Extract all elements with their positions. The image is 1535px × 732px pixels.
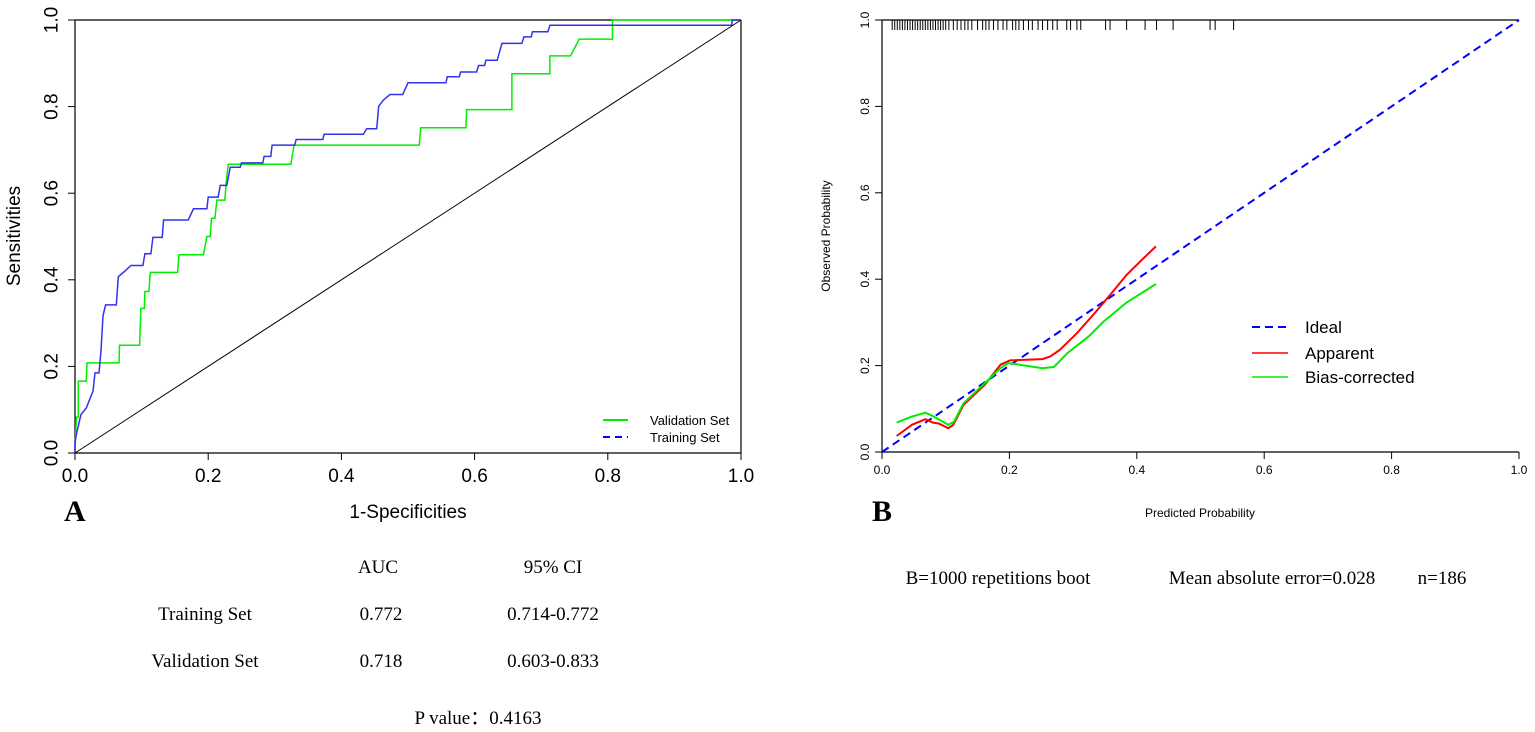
validation-set-line (74, 19, 741, 454)
legend-label-bias-corrected: Bias-corrected (1305, 368, 1415, 387)
y-tick-label: 1.0 (42, 7, 63, 33)
panel-b-legend: Ideal Apparent Bias-corrected (1252, 318, 1415, 387)
y-tick-label: 0.2 (858, 357, 872, 374)
n-text: n=186 (1418, 568, 1467, 589)
x-tick-label: 0.2 (1001, 463, 1018, 477)
row-training-label: Training Set (158, 604, 253, 625)
x-tick-label: 0.4 (328, 466, 355, 487)
x-tick-label: 0.8 (595, 466, 621, 487)
x-tick-label: 0.8 (1383, 463, 1400, 477)
calibration-footer: B=1000 repetitions boot Mean absolute er… (906, 568, 1467, 589)
panel-a-xlabel: 1-Specificities (349, 502, 466, 523)
y-tick-label: 0.4 (858, 271, 872, 288)
y-tick-label: 0.6 (858, 184, 872, 201)
row-training-ci: 0.714-0.772 (507, 604, 599, 625)
p-value: P value：0.4163 (414, 708, 541, 729)
y-tick-label: 0.6 (42, 180, 63, 206)
y-tick-label: 1.0 (858, 11, 872, 28)
x-tick-label: 0.6 (461, 466, 487, 487)
mae-text: Mean absolute error=0.028 (1169, 568, 1375, 589)
row-validation-auc: 0.718 (360, 651, 403, 672)
panel-a-roc: Sensitivities 1-Specificities A Validati… (4, 7, 754, 528)
panel-a-letter: A (64, 495, 86, 528)
reference-diagonal-line (74, 19, 742, 454)
x-tick-label: 0.4 (1128, 463, 1145, 477)
bias-corrected-line (896, 283, 1157, 426)
legend-label-ideal: Ideal (1305, 318, 1342, 337)
auc-header: AUC (358, 557, 398, 578)
ci-header: 95% CI (524, 557, 583, 578)
row-training-auc: 0.772 (360, 604, 403, 625)
auc-table: AUC 95% CI Training Set 0.772 0.714-0.77… (151, 557, 598, 729)
y-tick-label: 0.4 (42, 266, 63, 293)
panel-a-ylabel: Sensitivities (4, 186, 25, 286)
legend-label-validation: Validation Set (650, 413, 730, 428)
x-tick-label: 0.6 (1256, 463, 1273, 477)
panel-b-ylabel: Observed Probability (819, 180, 833, 291)
x-tick-label: 1.0 (728, 466, 754, 487)
y-tick-label: 0.0 (858, 443, 872, 460)
x-tick-label: 0.2 (195, 466, 221, 487)
panel-b-letter: B (872, 495, 892, 528)
training-set-line (74, 19, 741, 453)
y-tick-label: 0.2 (42, 353, 63, 379)
legend-label-training: Training Set (650, 430, 720, 445)
y-tick-label: 0.8 (858, 98, 872, 115)
boot-text: B=1000 repetitions boot (906, 568, 1092, 589)
legend-label-apparent: Apparent (1305, 344, 1374, 363)
panel-b-xlabel: Predicted Probability (1145, 506, 1255, 520)
apparent-line (896, 245, 1157, 437)
y-tick-label: 0.8 (42, 93, 63, 119)
y-tick-label: 0.0 (42, 440, 63, 466)
ideal-line (881, 19, 1520, 453)
panel-a-legend: Validation Set Training Set (603, 413, 730, 445)
x-tick-label: 0.0 (874, 463, 891, 477)
x-tick-label: 0.0 (62, 466, 88, 487)
row-validation-label: Validation Set (151, 651, 259, 672)
panel-b-calibration: Observed Probability Predicted Probabili… (819, 11, 1528, 528)
row-validation-ci: 0.603-0.833 (507, 651, 599, 672)
x-tick-label: 1.0 (1511, 463, 1528, 477)
